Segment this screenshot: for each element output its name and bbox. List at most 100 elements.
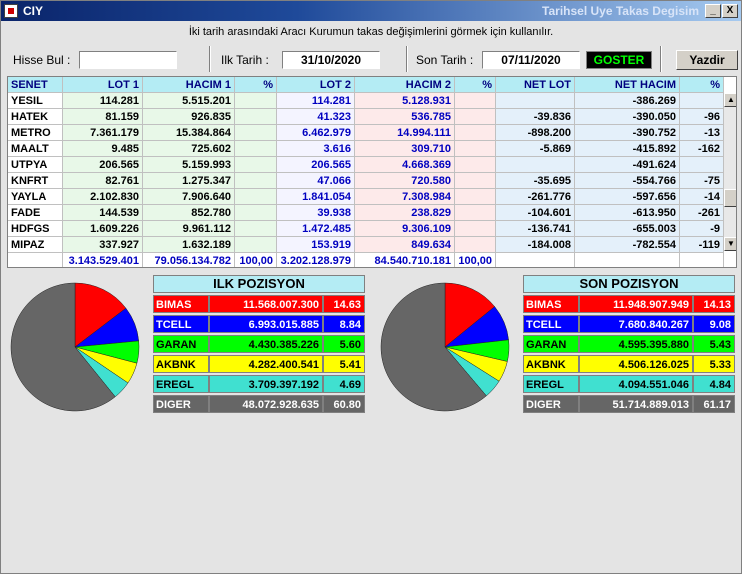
table-row[interactable]: MIPAZ 337.927 1.632.189 153.919 849.634 -184.… [8, 237, 736, 253]
table-cell [235, 109, 277, 125]
table-cell: 309.710 [355, 141, 455, 157]
table-cell: YESIL [8, 93, 63, 109]
pie-slice-bimas [444, 282, 496, 348]
table-cell [455, 237, 496, 253]
position-value: 4.282.400.541 [209, 355, 323, 373]
position-stock-name: TCELL [153, 315, 209, 333]
table-cell: KNFRT [8, 173, 63, 189]
app-icon [4, 4, 18, 18]
son-tarih-label: Son Tarih : [416, 53, 474, 67]
table-row[interactable]: HATEK 81.159 926.835 41.323 536.785 -39.836 -3… [8, 109, 736, 125]
table-cell: 100,00 [455, 253, 496, 267]
table-cell: 3.616 [277, 141, 355, 157]
table-row[interactable]: KNFRT 82.761 1.275.347 47.066 720.580 -35.695… [8, 173, 736, 189]
scroll-up-icon[interactable]: ▲ [724, 93, 736, 107]
table-cell: FADE [8, 205, 63, 221]
table-cell: 41.323 [277, 109, 355, 125]
position-row: BIMAS 11.568.007.300 14.63 [153, 295, 365, 313]
table-row[interactable]: UTPYA 206.565 5.159.993 206.565 4.668.369 -49… [8, 157, 736, 173]
table-cell: 7.906.640 [143, 189, 235, 205]
table-cell: 3.143.529.401 [63, 253, 143, 267]
scroll-thumb[interactable] [724, 189, 736, 207]
position-value: 4.595.395.880 [579, 335, 693, 353]
table-cell: 3.202.128.979 [277, 253, 355, 267]
title-bar[interactable]: CIY Tarihsel Uye Takas Degisim _ X [1, 1, 741, 21]
table-cell [235, 173, 277, 189]
table-cell: YAYLA [8, 189, 63, 205]
position-stock-name: DIGER [523, 395, 579, 413]
table-cell [455, 109, 496, 125]
table-cell: -9 [680, 221, 724, 237]
minimize-button[interactable]: _ [705, 4, 721, 18]
close-button[interactable]: X [722, 4, 738, 18]
table-cell: METRO [8, 125, 63, 141]
table-cell: -613.950 [575, 205, 680, 221]
position-row: DIGER 51.714.889.013 61.17 [523, 395, 735, 413]
table-cell: 39.938 [277, 205, 355, 221]
table-cell: -898.200 [496, 125, 575, 141]
table-cell: 82.761 [63, 173, 143, 189]
position-percent: 61.17 [693, 395, 735, 413]
table-cell: 9.961.112 [143, 221, 235, 237]
table-cell: -261 [680, 205, 724, 221]
position-value: 4.094.551.046 [579, 375, 693, 393]
table-cell: 84.540.710.181 [355, 253, 455, 267]
table-cell: 206.565 [277, 157, 355, 173]
position-stock-name: AKBNK [523, 355, 579, 373]
goster-button[interactable]: GOSTER [586, 51, 652, 69]
position-value: 4.506.126.025 [579, 355, 693, 373]
son-tarih-input[interactable]: 07/11/2020 [482, 51, 580, 69]
table-cell [8, 253, 63, 267]
ilk-pozisyon-title: ILK POZISYON [153, 275, 365, 293]
table-cell: 9.485 [63, 141, 143, 157]
table-row[interactable]: METRO 7.361.179 15.384.864 6.462.979 14.994.… [8, 125, 736, 141]
ilk-tarih-input[interactable]: 31/10/2020 [282, 51, 380, 69]
table-row[interactable]: HDFGS 1.609.226 9.961.112 1.472.485 9.306.10… [8, 221, 736, 237]
table-totals-row[interactable]: 3.143.529.401 79.056.134.782 100,00 3.202.1… [8, 253, 736, 267]
position-stock-name: DIGER [153, 395, 209, 413]
table-cell: 720.580 [355, 173, 455, 189]
hisse-search-input[interactable] [79, 51, 177, 69]
position-row: AKBNK 4.506.126.025 5.33 [523, 355, 735, 373]
table-row[interactable]: FADE 144.539 852.780 39.938 238.829 -104.601-… [8, 205, 736, 221]
table-row[interactable]: MAALT 9.485 725.602 3.616 309.710 -5.869 -415.… [8, 141, 736, 157]
table-cell: -261.776 [496, 189, 575, 205]
yazdir-button[interactable]: Yazdir [676, 50, 738, 70]
table-cell: 79.056.134.782 [143, 253, 235, 267]
table-cell: 1.841.054 [277, 189, 355, 205]
position-percent: 8.84 [323, 315, 365, 333]
table-row[interactable]: YESIL 114.281 5.515.201 114.281 5.128.931 -38… [8, 93, 736, 109]
table-cell [235, 157, 277, 173]
table-cell: 1.275.347 [143, 173, 235, 189]
table-row[interactable]: YAYLA 2.102.830 7.906.640 1.841.054 7.308.98… [8, 189, 736, 205]
table-cell: -13 [680, 125, 724, 141]
table-cell: 238.829 [355, 205, 455, 221]
separator [660, 46, 662, 72]
column-header: LOT 2 [277, 77, 355, 93]
table-cell: 1.609.226 [63, 221, 143, 237]
table-cell [680, 157, 724, 173]
pie-slice-bimas [74, 282, 127, 348]
table-cell: 114.281 [277, 93, 355, 109]
table-cell: 81.159 [63, 109, 143, 125]
scroll-down-icon[interactable]: ▼ [724, 237, 736, 251]
position-row: BIMAS 11.948.907.949 14.13 [523, 295, 735, 313]
position-row: TCELL 7.680.840.267 9.08 [523, 315, 735, 333]
table-cell: -35.695 [496, 173, 575, 189]
table-cell [235, 93, 277, 109]
table-cell: 2.102.830 [63, 189, 143, 205]
separator [406, 46, 408, 72]
table-cell: -386.269 [575, 93, 680, 109]
table-cell: -597.656 [575, 189, 680, 205]
hisse-label: Hisse Bul : [13, 53, 71, 67]
table-cell: -390.752 [575, 125, 680, 141]
table-cell: 5.128.931 [355, 93, 455, 109]
takas-table[interactable]: SENET LOT 1 HACIM 1% LOT 2 HACIM 2% NET LOT NE… [7, 76, 737, 268]
vertical-scrollbar[interactable]: ▲ ▼ [724, 93, 736, 251]
table-cell: HATEK [8, 109, 63, 125]
position-stock-name: EREGL [153, 375, 209, 393]
position-value: 51.714.889.013 [579, 395, 693, 413]
table-cell [455, 205, 496, 221]
table-cell: 114.281 [63, 93, 143, 109]
